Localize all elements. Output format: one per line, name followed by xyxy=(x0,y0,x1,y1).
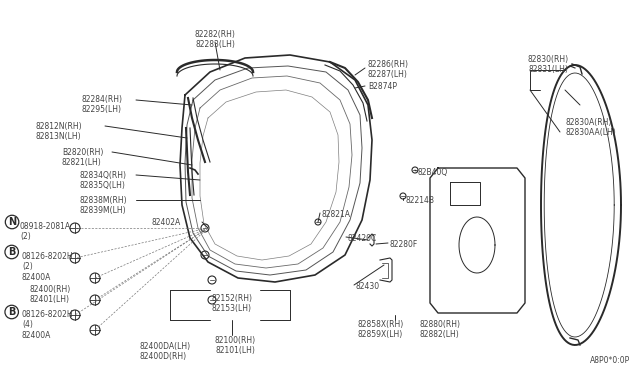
Text: 82420C: 82420C xyxy=(348,234,377,243)
Text: 82400DA(LH)
82400D(RH): 82400DA(LH) 82400D(RH) xyxy=(140,342,191,362)
Text: 82280F: 82280F xyxy=(390,240,419,249)
Text: 82100(RH)
82101(LH): 82100(RH) 82101(LH) xyxy=(214,336,255,355)
Text: A8P0*0:0P: A8P0*0:0P xyxy=(589,356,630,365)
Text: 82402A: 82402A xyxy=(152,218,181,227)
Text: 82834Q(RH)
82835Q(LH): 82834Q(RH) 82835Q(LH) xyxy=(80,171,127,190)
Text: 82282(RH)
82283(LH): 82282(RH) 82283(LH) xyxy=(195,30,236,49)
Text: 82B40Q: 82B40Q xyxy=(418,168,448,177)
Text: 82830A(RH)
82830AA(LH): 82830A(RH) 82830AA(LH) xyxy=(566,118,617,137)
Text: 82430: 82430 xyxy=(356,282,380,291)
Text: 82838M(RH)
82839M(LH): 82838M(RH) 82839M(LH) xyxy=(80,196,127,215)
Text: 82858X(RH)
82859X(LH): 82858X(RH) 82859X(LH) xyxy=(358,320,404,339)
Text: 82152(RH)
82153(LH): 82152(RH) 82153(LH) xyxy=(211,294,253,313)
Text: 08126-8202H
(4)
82400A: 08126-8202H (4) 82400A xyxy=(22,310,74,340)
Text: 82812N(RH)
82813N(LH): 82812N(RH) 82813N(LH) xyxy=(36,122,83,141)
Text: 82400(RH)
82401(LH): 82400(RH) 82401(LH) xyxy=(30,285,71,304)
Text: B2874P: B2874P xyxy=(368,82,397,91)
Text: N: N xyxy=(8,217,16,227)
Text: B2820(RH)
82821(LH): B2820(RH) 82821(LH) xyxy=(62,148,104,167)
Text: B: B xyxy=(8,247,15,257)
Text: 08126-8202H
(2)
82400A: 08126-8202H (2) 82400A xyxy=(22,252,74,282)
Text: 82214B: 82214B xyxy=(405,196,434,205)
Text: 82284(RH)
82295(LH): 82284(RH) 82295(LH) xyxy=(82,95,123,115)
Text: 08918-2081A
(2): 08918-2081A (2) xyxy=(20,222,71,241)
Text: B: B xyxy=(8,307,15,317)
Text: 82830(RH)
82831(LH): 82830(RH) 82831(LH) xyxy=(527,55,568,74)
Text: 82880(RH)
82882(LH): 82880(RH) 82882(LH) xyxy=(420,320,461,339)
Text: 82821A: 82821A xyxy=(322,210,351,219)
Text: 82286(RH)
82287(LH): 82286(RH) 82287(LH) xyxy=(368,60,409,79)
